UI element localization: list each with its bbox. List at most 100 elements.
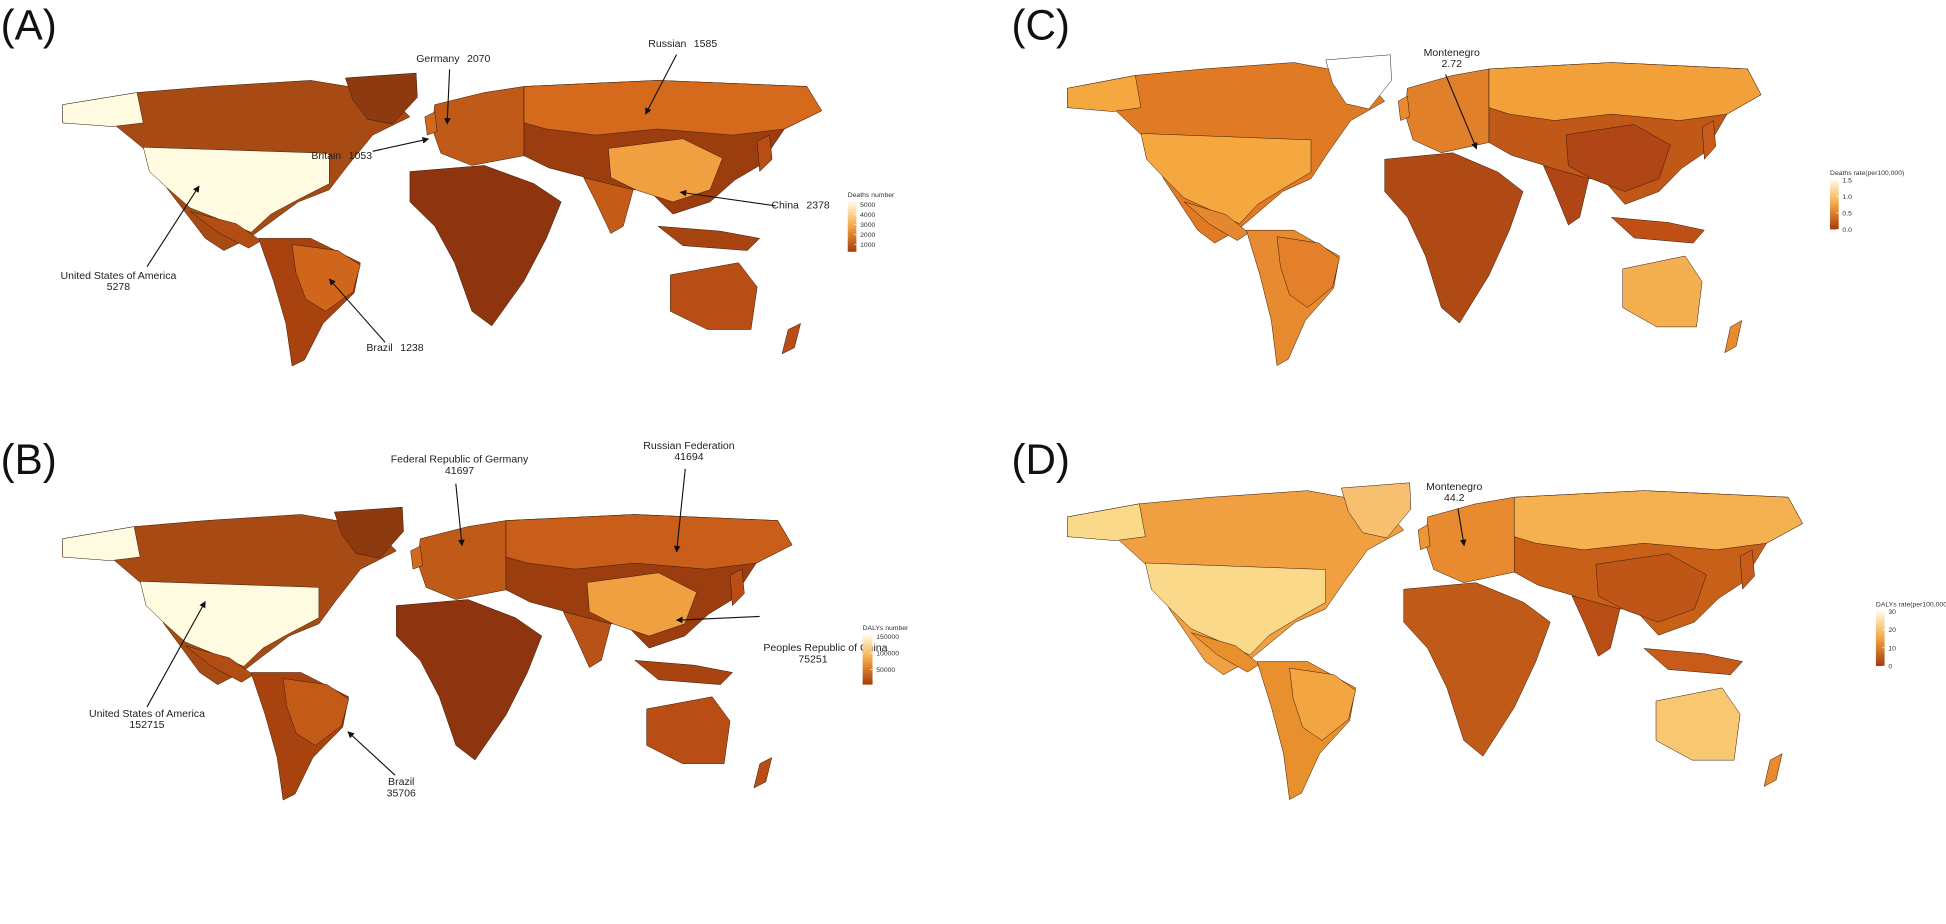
legend-colorbar	[847, 202, 857, 252]
annotation: Germany 2070	[416, 53, 490, 65]
country-region	[754, 758, 772, 788]
country-region	[334, 507, 403, 558]
annotation-name: Russian Federation	[643, 440, 734, 452]
legend-colorbar	[862, 635, 873, 685]
country-region	[1740, 550, 1754, 589]
country-region	[1341, 483, 1411, 538]
country-region	[190, 212, 261, 248]
legend-tick-label: 150000	[876, 634, 899, 641]
legend-tick-label: 30	[1888, 609, 1896, 616]
annotation-value: 44.2	[1444, 492, 1465, 504]
country-region	[1623, 256, 1702, 327]
annotation-value: 2.72	[1441, 58, 1462, 70]
country-region	[1725, 320, 1742, 352]
country-region	[1404, 583, 1551, 757]
country-region	[647, 697, 730, 764]
country-region	[1425, 497, 1514, 582]
annotation-arrow	[675, 615, 760, 624]
country-region	[1566, 124, 1670, 191]
annotation: China 2378	[771, 199, 830, 211]
legend-tick-label: 1.0	[1842, 194, 1852, 201]
annotation-name: Peoples Republic of China	[763, 642, 887, 654]
annotation-arrow	[372, 136, 430, 152]
legend-title: Deaths number	[848, 192, 895, 199]
country-region	[283, 679, 349, 746]
legend-title: DALYs number	[863, 625, 909, 632]
annotation: Britain 1053	[311, 150, 372, 162]
annotation-name: Britain	[311, 150, 341, 162]
legend-tick-label: 100000	[876, 650, 899, 657]
country-region	[418, 521, 506, 600]
country-region	[396, 600, 541, 760]
country-region	[730, 569, 744, 605]
country-region	[584, 178, 634, 234]
annotation-arrow	[146, 185, 200, 267]
country-region	[63, 527, 140, 561]
annotation-name: Brazil	[388, 776, 414, 788]
annotation-value: 2070	[467, 53, 491, 65]
country-region	[1290, 668, 1356, 740]
country-region	[1644, 648, 1743, 674]
legend-title: DALYs rate(per100,000)	[1876, 601, 1946, 608]
country-region	[1596, 554, 1707, 622]
country-region	[410, 165, 561, 325]
annotation-name: Federal Republic of Germany	[391, 454, 529, 466]
annotation-value: 41697	[445, 465, 474, 477]
world-map	[63, 507, 792, 800]
annotation-arrow	[1445, 74, 1478, 150]
legend-tick-label: 1.5	[1842, 177, 1852, 184]
country-region	[1543, 166, 1588, 225]
panel-label: (B)	[1, 436, 57, 483]
legend-tick-label: 1000	[860, 242, 875, 249]
country-region	[506, 514, 792, 569]
annotation-value: 41694	[674, 451, 703, 463]
annotation-value: 1238	[400, 342, 424, 354]
country-region	[1398, 96, 1409, 121]
country-region	[658, 226, 760, 250]
country-region	[1326, 55, 1392, 109]
legend-tick-label: 5000	[860, 202, 875, 209]
annotation-arrow	[328, 278, 386, 343]
annotation: Russian 1585	[648, 38, 717, 50]
legend-tick-label: 50000	[876, 667, 895, 674]
country-region	[1489, 63, 1761, 121]
country-region	[1067, 504, 1145, 541]
legend-colorbar	[1875, 611, 1885, 667]
world-map	[63, 73, 822, 366]
country-region	[143, 147, 329, 232]
country-region	[1418, 525, 1430, 550]
country-region	[411, 546, 423, 569]
annotation-value: 1053	[349, 150, 373, 162]
annotation-name: Brazil	[366, 342, 392, 354]
country-region	[1572, 596, 1620, 656]
annotation-arrow	[679, 189, 776, 207]
annotation-value: 1585	[694, 38, 718, 50]
annotation-value: 2378	[806, 199, 830, 211]
annotation: Brazil 1238	[366, 342, 423, 354]
annotation-value: 152715	[129, 719, 164, 731]
country-region	[635, 660, 733, 684]
country-region	[1184, 202, 1249, 241]
legend-tick-label: 2000	[860, 232, 875, 239]
legend-tick-label: 0.5	[1842, 210, 1852, 217]
country-region	[608, 139, 722, 202]
annotation-name: China	[771, 199, 799, 211]
annotation-arrow	[146, 600, 206, 708]
annotation-value: 75251	[798, 653, 827, 665]
legend-tick-label: 0.0	[1842, 227, 1852, 234]
country-region	[1191, 633, 1259, 672]
country-region	[524, 80, 822, 135]
world-map	[1067, 483, 1802, 800]
annotation-name: Montenegro	[1424, 47, 1480, 59]
country-region	[563, 612, 611, 668]
country-region	[432, 86, 524, 165]
annotation-name: United States of America	[61, 270, 177, 282]
legend-tick-label: 10	[1888, 645, 1896, 652]
legend-tick-label: 0	[1888, 664, 1892, 671]
panel: (A) Germany 2070 Russian 1585 Britain 1053 Chin…	[1, 2, 895, 366]
legend-tick-label: 3000	[860, 222, 875, 229]
country-region	[63, 93, 144, 127]
